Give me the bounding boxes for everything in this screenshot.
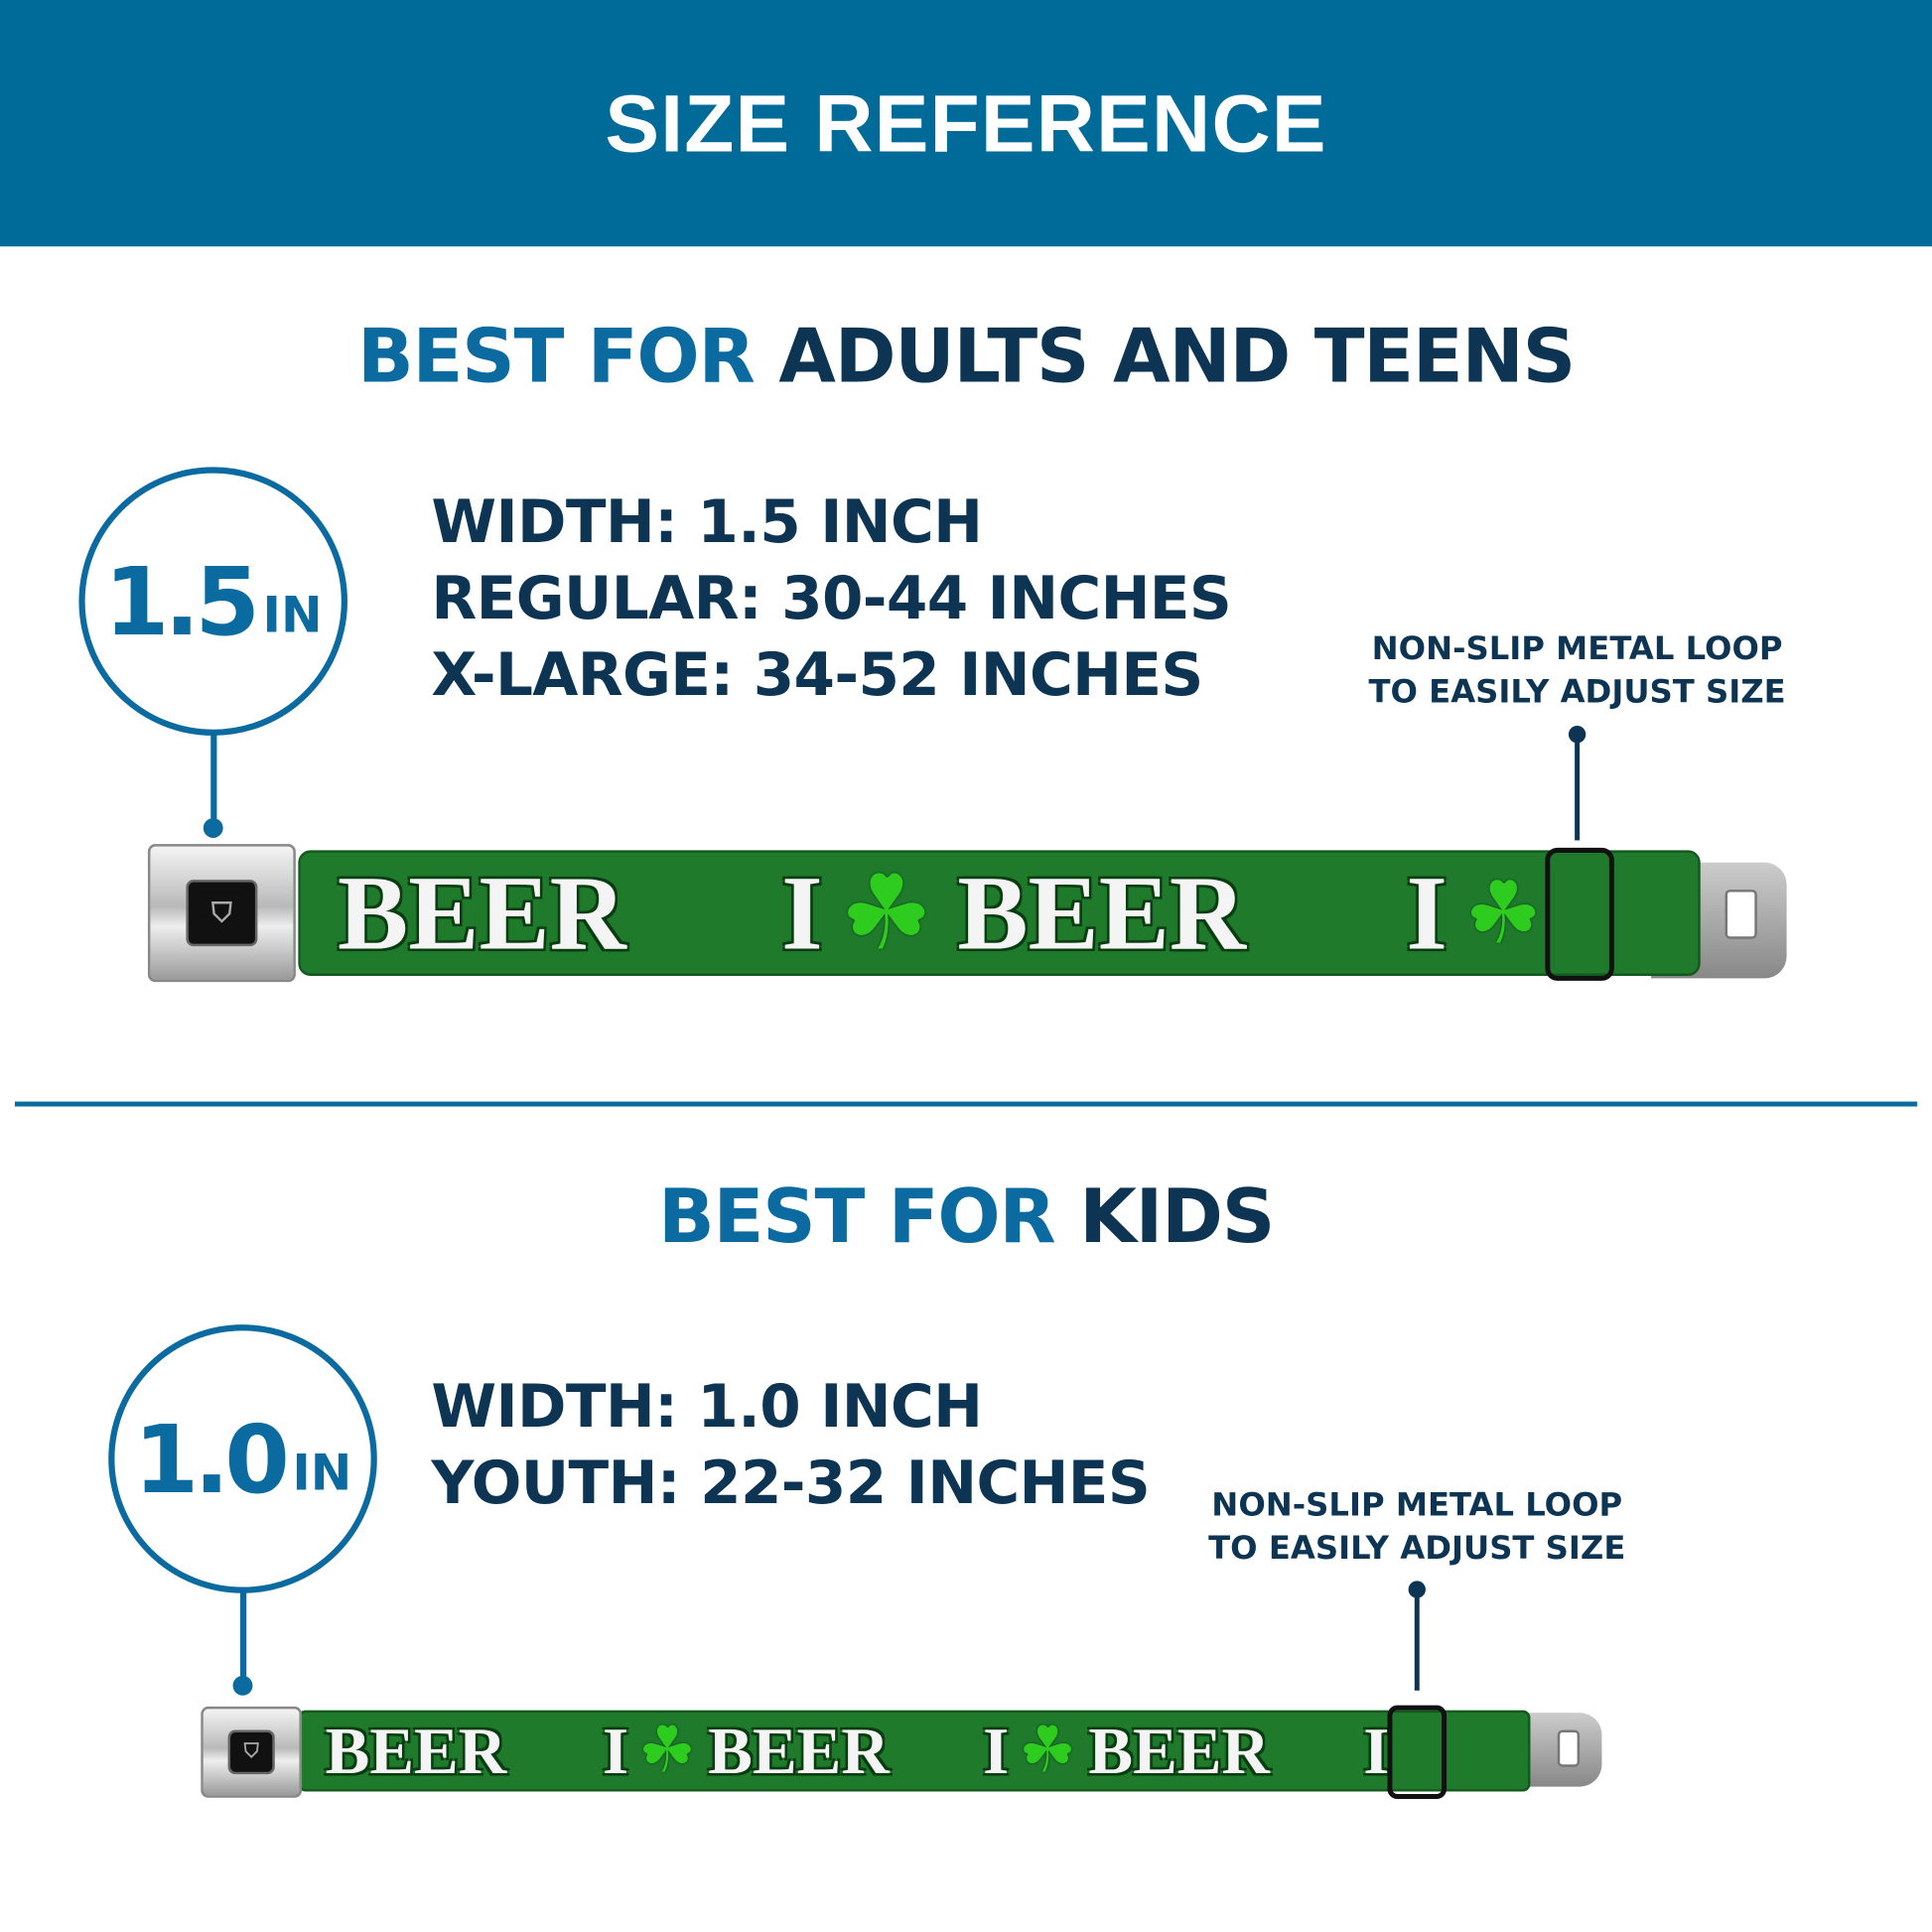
tab-hole [1725,890,1757,939]
callout-line [1414,1589,1420,1691]
section-divider [14,1101,1918,1107]
belt-strap-adults: BEER I ☘ BEER I ☘ [298,850,1701,976]
metal-loop-adjuster [1545,847,1614,981]
badge-connector-dot [203,818,223,838]
buckle: ⛉ [201,1706,303,1798]
tab-hole [1557,1729,1581,1767]
badge-connector-line [240,1591,247,1686]
badge-connector-dot [232,1675,253,1696]
kids-specs: WIDTH: 1.0 INCH YOUTH: 22-32 INCHES [431,1372,1151,1519]
page-title: SIZE REFERENCE [605,77,1327,170]
header-banner [0,0,1932,247]
belt-strap-kids: BEER I ☘ BEER I ☘ BEER I [298,1710,1531,1792]
adult-specs: WIDTH: 1.5 INCH REGULAR: 30-44 INCHES X-… [431,487,1232,710]
adults-section-title: BEST FOR ADULTS AND TEENS [357,314,1576,401]
shamrock-icon: ☘ [1019,1714,1076,1788]
shamrock-icon: ☘ [1464,862,1543,964]
callout-line [1575,734,1581,841]
width-badge-adults: 1.5 IN [78,467,347,736]
badge-connector-line [210,734,217,829]
loop-callout-adults: NON-SLIP METAL LOOP TO EASILY ADJUST SIZ… [1368,630,1786,712]
buckle-logo: ⛉ [227,1729,275,1775]
loop-callout-kids: NON-SLIP METAL LOOP TO EASILY ADJUST SIZ… [1208,1487,1626,1568]
buckle-logo: ⛉ [186,880,258,947]
shamrock-icon: ☘ [637,1714,696,1788]
width-badge-kids: 1.0 IN [108,1324,377,1593]
buckle: ⛉ [147,844,296,983]
metal-loop-adjuster [1387,1705,1448,1800]
shamrock-icon: ☘ [840,852,933,974]
kids-section-title: BEST FOR KIDS [657,1173,1275,1261]
